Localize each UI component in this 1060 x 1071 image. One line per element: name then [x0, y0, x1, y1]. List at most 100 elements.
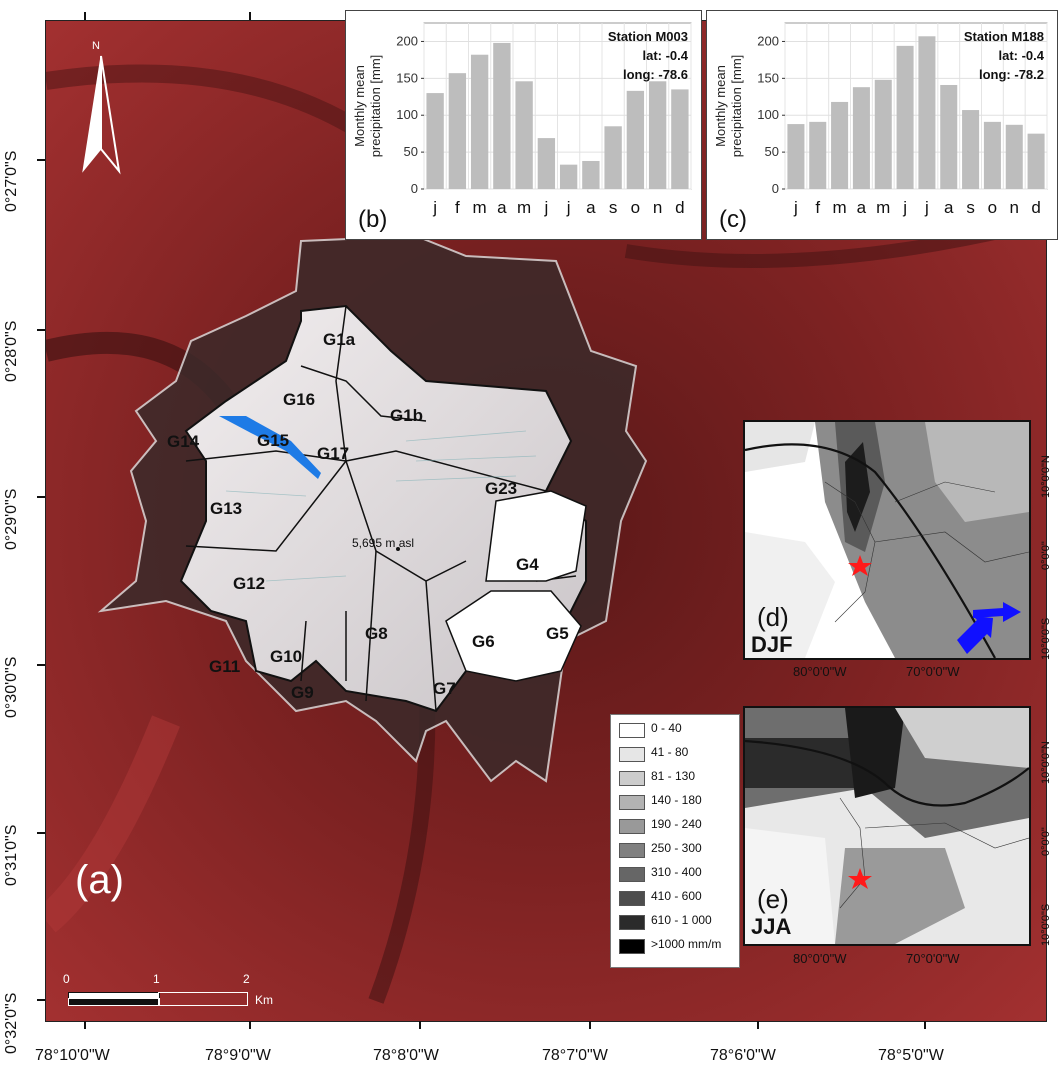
- x-tick-label: m: [832, 198, 846, 217]
- bar: [1027, 133, 1045, 189]
- inset-e-y-tick: 0°0'0": [1040, 827, 1052, 856]
- bar: [515, 81, 533, 189]
- x-tick-label: j: [543, 198, 548, 217]
- bar: [918, 36, 936, 189]
- inset-d-x-tick: 70°0'0"W: [906, 664, 960, 679]
- legend-item: 310 - 400: [619, 865, 743, 883]
- bar: [896, 45, 914, 190]
- station-lat: lat: -0.4: [642, 48, 688, 63]
- glacier-label-g1b: G1b: [390, 406, 424, 425]
- inset-map-e: (e) JJA: [743, 706, 1031, 946]
- legend-label: >1000 mm/m: [651, 937, 722, 951]
- legend-swatch: [619, 819, 645, 834]
- station-name: Station M188: [964, 29, 1044, 44]
- legend-swatch: [619, 915, 645, 930]
- inset-d-y-tick: 10°0'0"N: [1040, 455, 1052, 498]
- x-tick-label: m: [876, 198, 890, 217]
- bar: [604, 126, 622, 189]
- glacier-label-g9: G9: [291, 683, 314, 702]
- bar: [852, 87, 870, 189]
- legend-label: 610 - 1 000: [651, 913, 712, 927]
- bar: [470, 54, 489, 190]
- y-tick-label: 100: [757, 107, 779, 122]
- panel-label-d: (d): [757, 602, 789, 632]
- bar: [648, 81, 667, 189]
- bar: [962, 110, 980, 189]
- legend-item: 610 - 1 000: [619, 913, 743, 931]
- x-tick-label: 78°9'0"W: [205, 1047, 271, 1064]
- north-arrow-icon: [82, 55, 121, 175]
- inset-d-y-tick: 10°0'0"S: [1040, 617, 1052, 660]
- y-axis-label: Monthly mean: [352, 65, 367, 147]
- legend-label: 140 - 180: [651, 793, 702, 807]
- x-tick-label: 78°6'0"W: [710, 1047, 776, 1064]
- legend-swatch: [619, 795, 645, 810]
- glacier-label-g17: G17: [317, 444, 350, 463]
- legend-swatch: [619, 747, 645, 762]
- bar: [582, 160, 600, 189]
- season-label-jja: JJA: [751, 914, 792, 939]
- legend-item: 410 - 600: [619, 889, 743, 907]
- glacier-label-g23: G23: [485, 479, 518, 498]
- x-tick-label: j: [566, 198, 571, 217]
- glacier-label-g15: G15: [257, 431, 290, 450]
- x-tick-label: n: [1010, 198, 1019, 217]
- chart-panel-b: 0 50 100 150 200 j f m a m j j a s o n d Monthly mean prec…: [345, 10, 702, 240]
- bar: [493, 42, 511, 189]
- x-tick-label: s: [609, 198, 618, 217]
- y-axis-label: precipitation [mm]: [729, 55, 744, 158]
- bar: [559, 164, 578, 189]
- glacier-label-g6: G6: [472, 632, 495, 651]
- legend-label: 310 - 400: [651, 865, 702, 879]
- x-tick-label: 78°8'0"W: [373, 1047, 439, 1064]
- scale-unit: Km: [255, 993, 273, 1007]
- legend-swatch: [619, 891, 645, 906]
- x-tick-label: d: [1031, 198, 1040, 217]
- scale-label-1: 1: [153, 972, 160, 986]
- g6-area: [445, 590, 582, 682]
- legend-swatch: [619, 723, 645, 738]
- g4-area: [485, 490, 587, 582]
- panel-label: (c): [719, 206, 747, 233]
- glacier-label-g4: G4: [516, 555, 539, 574]
- y-tick-label: 0: [411, 181, 418, 196]
- station-long: long: -78.2: [979, 67, 1044, 82]
- bar: [787, 124, 805, 189]
- legend-label: 0 - 40: [651, 721, 682, 735]
- panel-label: (b): [358, 206, 387, 233]
- x-tick-label: 78°5'0"W: [878, 1047, 944, 1064]
- y-axis-label: precipitation [mm]: [368, 55, 383, 158]
- glacier-divides: [185, 305, 577, 712]
- inset-e-drawing: [744, 708, 1030, 944]
- y-tick-label: 150: [757, 70, 779, 85]
- x-tick-label: j: [432, 198, 437, 217]
- x-tick-label: s: [966, 198, 975, 217]
- bar: [809, 121, 827, 189]
- bar: [626, 90, 645, 189]
- glacier-label-g1a: G1a: [323, 330, 356, 349]
- legend-swatch: [619, 867, 645, 882]
- inset-d-x-tick: 80°0'0"W: [793, 664, 847, 679]
- legend-swatch: [619, 771, 645, 786]
- north-label: N: [92, 40, 100, 52]
- x-tick-label: n: [653, 198, 662, 217]
- y-tick-label: 50: [404, 144, 418, 159]
- inset-e-x-tick: 70°0'0"W: [906, 951, 960, 966]
- legend-item: 140 - 180: [619, 793, 743, 811]
- x-tick-label: a: [944, 198, 954, 217]
- x-tick-label: a: [586, 198, 596, 217]
- legend-item: 0 - 40: [619, 721, 743, 739]
- x-tick-label: f: [815, 198, 820, 217]
- bar: [983, 121, 1001, 189]
- legend-label: 190 - 240: [651, 817, 702, 831]
- legend-swatch: [619, 843, 645, 858]
- glacier-label-g8: G8: [365, 624, 388, 643]
- glacier-label-g13: G13: [210, 499, 243, 518]
- legend-item: 190 - 240: [619, 817, 743, 835]
- panel-label-a: (a): [75, 858, 124, 902]
- x-tick-label: d: [675, 198, 684, 217]
- legend-label: 410 - 600: [651, 889, 702, 903]
- y-tick-label: 50: [765, 144, 779, 159]
- inset-e-y-tick: 10°0'0"N: [1040, 741, 1052, 784]
